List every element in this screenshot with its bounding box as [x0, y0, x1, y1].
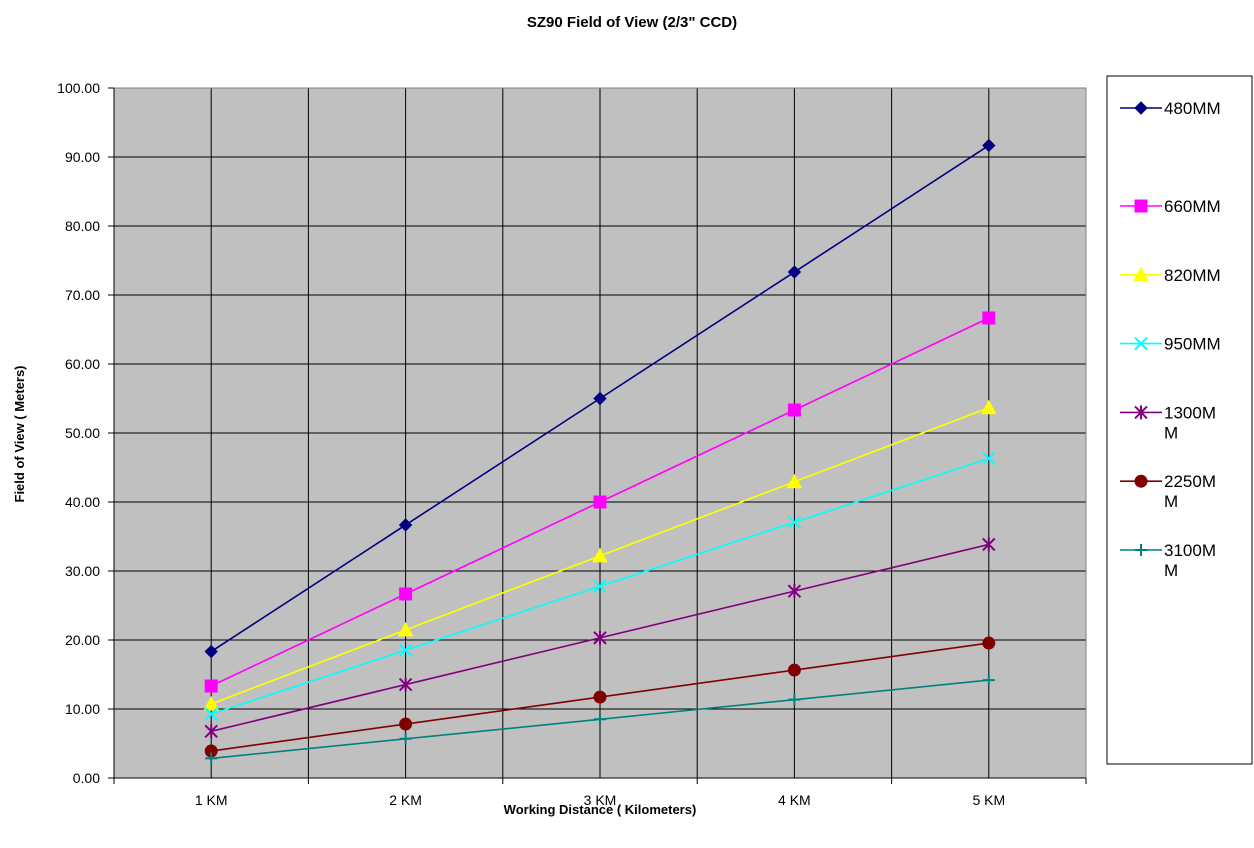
data-point-660mm: [787, 403, 801, 417]
x-tick-label: 5 KM: [972, 792, 1005, 808]
legend-item-950mm: 950MM: [1120, 335, 1221, 354]
legend-label: M: [1164, 561, 1178, 580]
data-point-2250mm: [399, 717, 413, 731]
legend-marker: [1135, 544, 1147, 556]
data-point-660mm: [593, 495, 607, 509]
data-point-2250mm: [593, 690, 607, 704]
legend-label: 820MM: [1164, 266, 1221, 285]
data-point-1300mm: [398, 677, 413, 692]
series-lines: [203, 138, 997, 765]
x-tick-label: 4 KM: [778, 792, 811, 808]
data-point-480mm: [982, 138, 996, 153]
series-820mm: [203, 399, 997, 711]
series-480mm: [204, 138, 996, 659]
y-tick-label: 30.00: [65, 563, 100, 579]
x-tick-label: 1 KM: [195, 792, 228, 808]
data-point-1300mm: [982, 537, 996, 552]
x-tick-label: 2 KM: [389, 792, 422, 808]
x-tick-label: 3 KM: [584, 792, 617, 808]
legend-marker: [1134, 405, 1148, 420]
data-point-2250mm: [787, 663, 801, 677]
data-point-820mm: [592, 547, 608, 563]
data-point-480mm: [204, 644, 218, 659]
data-point-3100mm: [399, 732, 412, 745]
legend-label: 3100M: [1164, 541, 1216, 560]
series-660mm: [204, 311, 996, 693]
data-point-950mm: [982, 451, 996, 466]
data-point-2250mm: [982, 636, 996, 650]
data-point-820mm: [980, 399, 997, 415]
x-tick-labels: 1 KM 2 KM 3 KM 4 KM 5 KM: [195, 792, 1005, 808]
y-tick-label: 100.00: [57, 80, 100, 96]
y-tick-label: 0.00: [73, 770, 100, 786]
legend-label: M: [1164, 492, 1178, 511]
y-tick-label: 50.00: [65, 425, 100, 441]
series-2250mm: [204, 636, 996, 758]
legend-marker: [1134, 199, 1148, 213]
data-point-820mm: [203, 695, 220, 711]
legend-item-660mm: 660MM: [1120, 197, 1221, 216]
data-point-3100mm: [982, 674, 995, 687]
data-point-1300mm: [593, 630, 607, 645]
legend-marker: [1134, 474, 1148, 488]
data-point-950mm: [204, 707, 218, 721]
chart-title: SZ90 Field of View (2/3" CCD): [527, 14, 737, 31]
data-point-3100mm: [594, 713, 606, 726]
data-point-950mm: [593, 579, 607, 593]
legend-item-480mm: 480MM: [1120, 99, 1221, 118]
data-point-1300mm: [204, 724, 218, 739]
legend-marker: [1133, 266, 1149, 282]
data-point-3100mm: [205, 752, 218, 765]
y-tick-label: 60.00: [65, 356, 100, 372]
y-tick-label: 20.00: [65, 632, 100, 648]
y-tick-label: 40.00: [65, 494, 100, 510]
data-point-1300mm: [787, 584, 802, 599]
y-tick-label: 90.00: [65, 149, 100, 165]
y-tick-labels: 0.00 10.00 20.00 30.00 40.00 50.00 60.00 70.00 8…: [57, 80, 100, 786]
data-point-480mm: [787, 265, 802, 279]
data-point-820mm: [397, 621, 414, 637]
legend-label: 660MM: [1164, 197, 1221, 216]
legend-label: 1300M: [1164, 403, 1216, 422]
data-point-950mm: [398, 643, 413, 657]
series-1300mm: [204, 537, 996, 739]
legend-marker: [1134, 336, 1148, 351]
legend: [1106, 75, 1253, 765]
data-point-480mm: [398, 518, 413, 532]
y-axis-title: Field of View ( Meters): [12, 365, 27, 502]
legend-label: 480MM: [1164, 99, 1221, 118]
legend-item-820mm: 820MM: [1120, 266, 1221, 285]
data-point-660mm: [982, 311, 996, 325]
y-tick-label: 80.00: [65, 218, 100, 234]
data-point-660mm: [204, 679, 218, 693]
data-point-660mm: [399, 587, 413, 601]
legend-marker: [1134, 101, 1148, 115]
data-point-950mm: [787, 515, 802, 530]
data-point-480mm: [593, 391, 607, 406]
data-point-820mm: [786, 473, 803, 489]
legend-label: 2250M: [1164, 472, 1216, 491]
x-axis-title: Working Distance ( Kilometers): [504, 802, 697, 817]
y-tick-label: 70.00: [65, 287, 100, 303]
data-point-3100mm: [788, 693, 801, 706]
series-3100mm: [205, 674, 995, 765]
series-950mm: [204, 451, 996, 721]
legend-label: M: [1164, 423, 1178, 442]
legend-label: 950MM: [1164, 335, 1221, 354]
axes: [108, 87, 1087, 784]
y-tick-label: 10.00: [65, 701, 100, 717]
